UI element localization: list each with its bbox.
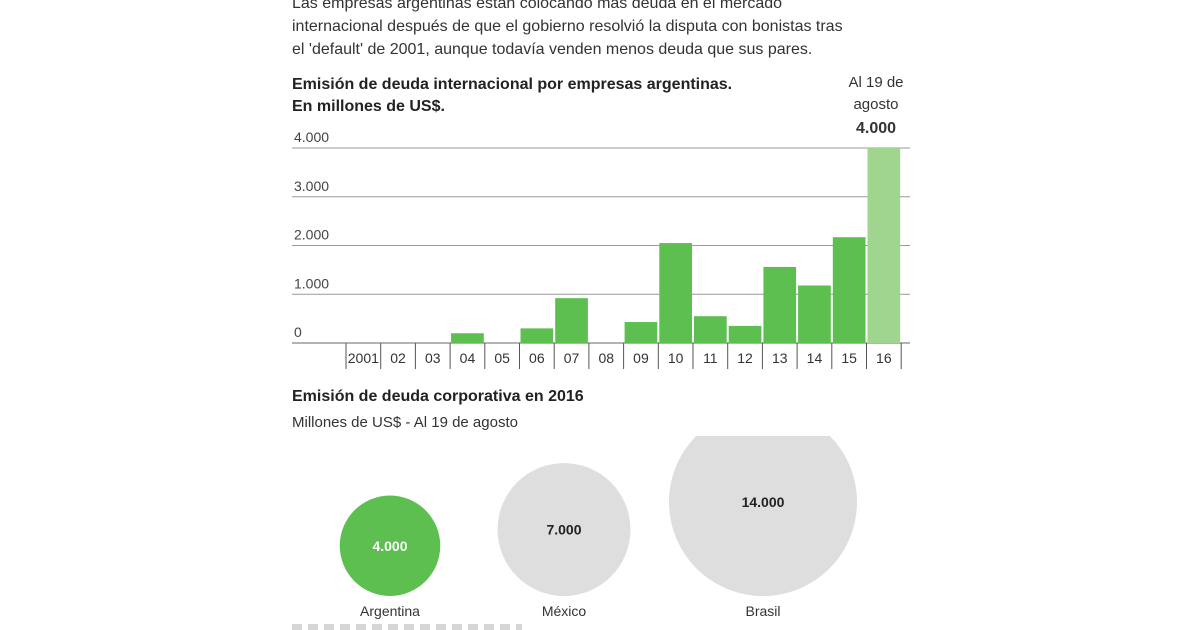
y-tick-label: 0	[294, 324, 302, 340]
bar	[867, 148, 901, 343]
bubble-chart-subtitle: Millones de US$ - Al 19 de agosto	[292, 414, 518, 431]
bar-chart-title: Emisión de deuda internacional por empre…	[292, 74, 732, 118]
bar	[798, 285, 831, 343]
annotation-line: Al 19 de	[848, 74, 904, 91]
x-tick-label: 15	[841, 350, 857, 366]
bubble	[497, 463, 631, 596]
bar	[520, 328, 554, 343]
bubble-value-label: 14.000	[742, 494, 785, 510]
x-tick-label: 16	[876, 350, 892, 366]
bar	[451, 333, 484, 343]
bar	[694, 316, 727, 343]
x-tick-label: 11	[703, 350, 718, 366]
intro-line: internacional después de que el gobierno…	[292, 18, 843, 35]
x-tick-label: 08	[598, 350, 614, 366]
x-tick-label: 09	[633, 350, 649, 366]
y-tick-label: 2.000	[294, 227, 329, 243]
x-tick-label: 13	[772, 350, 788, 366]
x-tick-label: 02	[390, 350, 406, 366]
y-tick-label: 1.000	[294, 275, 329, 291]
bar-annotation: Al 19 de agosto 4.000	[820, 72, 932, 140]
x-tick-label: 12	[737, 350, 753, 366]
y-tick-label: 3.000	[294, 178, 329, 194]
x-tick-label: 04	[460, 350, 476, 366]
annotation-value: 4.000	[855, 120, 897, 137]
x-tick-label: 07	[564, 350, 580, 366]
x-tick-label: 06	[529, 350, 545, 366]
y-tick-label: 4.000	[294, 129, 329, 145]
bar-chart: 0 1.000 2.000 3.000 4.000 2001 02 03 04 05 06 07 08 0…	[292, 129, 910, 369]
bar	[624, 322, 658, 343]
x-tick-label: 05	[494, 350, 510, 366]
intro-line: el 'default' de 2001, aunque todavía ven…	[292, 41, 813, 58]
bubble-category-label: Brasil	[745, 603, 780, 619]
bubble-chart-title: Emisión de deuda corporativa en 2016	[292, 388, 584, 405]
intro-text: Las empresas argentinas están colocando …	[292, 0, 912, 61]
bubble-value-label: 7.000	[546, 522, 581, 538]
bar-chart-title-line: En millones de US$.	[292, 98, 445, 115]
bubble	[669, 436, 857, 596]
bubble-category-label: Argentina	[360, 603, 420, 619]
bar	[832, 237, 866, 343]
bar	[555, 298, 588, 343]
intro-line: Las empresas argentinas están colocando …	[292, 0, 783, 12]
bubble-value-label: 4.000	[372, 538, 407, 554]
annotation-line: agosto	[853, 96, 899, 113]
x-tick-label: 14	[807, 350, 823, 366]
bubble	[339, 495, 441, 596]
bar	[763, 266, 797, 343]
source-note-cropped	[292, 624, 522, 630]
x-tick-label: 10	[668, 350, 684, 366]
bar	[659, 243, 692, 343]
x-tick-label: 03	[425, 350, 441, 366]
bubble-chart: 4.000 Argentina 7.000 México 14.000 Brasil	[339, 436, 857, 619]
x-tick-label: 2001	[348, 350, 379, 366]
bubble-category-label: México	[542, 603, 587, 619]
bar	[728, 325, 762, 343]
bar-chart-title-line: Emisión de deuda internacional por empre…	[292, 76, 733, 93]
